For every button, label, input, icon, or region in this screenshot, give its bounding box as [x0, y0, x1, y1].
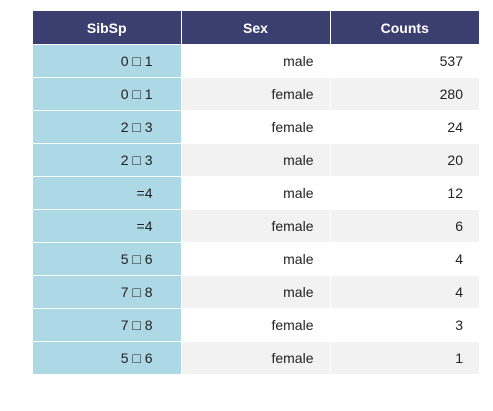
table-row: =4 male 12 — [33, 177, 479, 210]
cell-sex: female — [181, 78, 330, 111]
table-row: =4 female 6 — [33, 210, 479, 243]
table-row: 5 □ 6 female 1 — [33, 342, 479, 375]
cell-sibsp: =4 — [33, 210, 181, 243]
counts-table-container: SibSp Sex Counts 0 □ 1 male 537 0 □ 1 female… — [33, 11, 479, 375]
cell-count: 20 — [330, 144, 479, 177]
cell-count: 537 — [330, 45, 479, 78]
cell-sex: male — [181, 177, 330, 210]
cell-sibsp: 7 □ 8 — [33, 276, 181, 309]
column-header-sibsp: SibSp — [33, 11, 181, 45]
cell-sex: female — [181, 309, 330, 342]
table-row: 0 □ 1 female 280 — [33, 78, 479, 111]
table-row: 0 □ 1 male 537 — [33, 45, 479, 78]
column-header-sex: Sex — [181, 11, 330, 45]
table-row: 2 □ 3 female 24 — [33, 111, 479, 144]
cell-sibsp: 0 □ 1 — [33, 45, 181, 78]
cell-count: 1 — [330, 342, 479, 375]
table-row: 7 □ 8 male 4 — [33, 276, 479, 309]
cell-sibsp: 0 □ 1 — [33, 78, 181, 111]
cell-count: 4 — [330, 276, 479, 309]
cell-sex: female — [181, 111, 330, 144]
cell-sibsp: =4 — [33, 177, 181, 210]
table-row: 2 □ 3 male 20 — [33, 144, 479, 177]
cell-count: 24 — [330, 111, 479, 144]
cell-sibsp: 5 □ 6 — [33, 342, 181, 375]
table-body: 0 □ 1 male 537 0 □ 1 female 280 2 □ 3 female 24 2… — [33, 45, 479, 375]
counts-table: SibSp Sex Counts 0 □ 1 male 537 0 □ 1 female… — [33, 11, 479, 375]
cell-sibsp: 2 □ 3 — [33, 144, 181, 177]
cell-count: 280 — [330, 78, 479, 111]
cell-count: 12 — [330, 177, 479, 210]
cell-sex: male — [181, 243, 330, 276]
cell-count: 4 — [330, 243, 479, 276]
cell-sibsp: 2 □ 3 — [33, 111, 181, 144]
cell-sex: female — [181, 342, 330, 375]
cell-sibsp: 7 □ 8 — [33, 309, 181, 342]
table-row: 7 □ 8 female 3 — [33, 309, 479, 342]
cell-sex: male — [181, 276, 330, 309]
column-header-counts: Counts — [330, 11, 479, 45]
cell-sibsp: 5 □ 6 — [33, 243, 181, 276]
cell-sex: male — [181, 45, 330, 78]
table-header-row: SibSp Sex Counts — [33, 11, 479, 45]
cell-sex: male — [181, 144, 330, 177]
table-row: 5 □ 6 male 4 — [33, 243, 479, 276]
cell-count: 6 — [330, 210, 479, 243]
cell-sex: female — [181, 210, 330, 243]
cell-count: 3 — [330, 309, 479, 342]
